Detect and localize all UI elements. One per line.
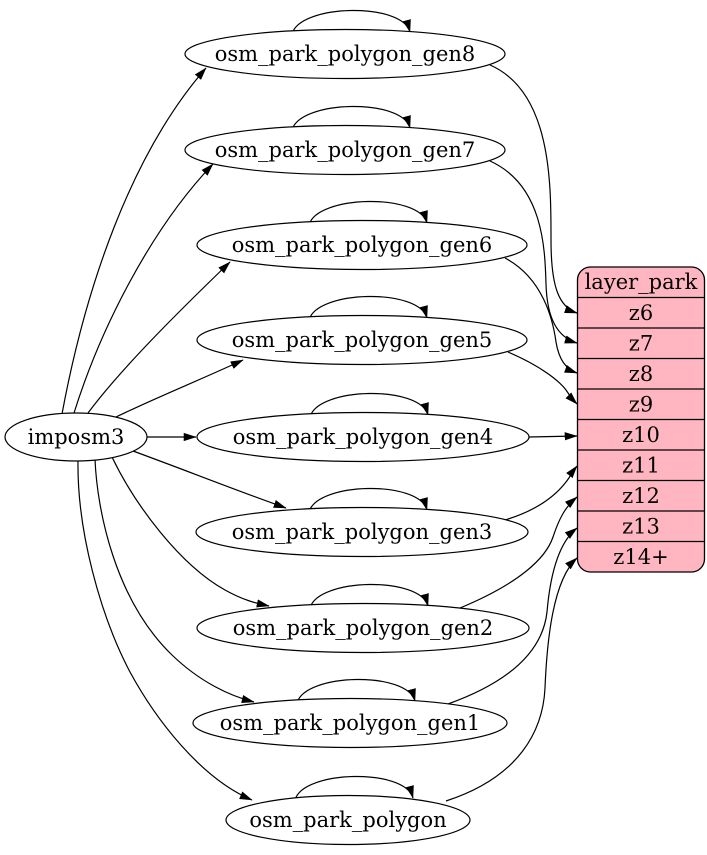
node-imposm3: imposm3 — [4, 412, 148, 462]
layer-park-row-z12: z12 — [622, 484, 660, 508]
gen8-ellipse — [184, 28, 506, 80]
layer-park-header: layer_park — [585, 270, 698, 294]
self-loop-osm-park-polygon-gen3 — [308, 487, 428, 513]
gen5-ellipse — [196, 314, 528, 366]
node-osm-park-polygon-gen4: osm_park_polygon_gen4 — [196, 411, 530, 463]
gen2-ellipse — [196, 602, 530, 654]
edge-imposm3-to-osm-park-polygon-gen8 — [61, 67, 207, 415]
edge-osm-park-polygon-gen6-to-z8 — [504, 257, 578, 374]
edge-osm-park-polygon-gen5-to-z9 — [507, 351, 578, 405]
gen1-label: osm_park_polygon_gen1 — [220, 711, 481, 735]
node-osm-park-polygon-gen7: osm_park_polygon_gen7 — [184, 124, 506, 176]
edge-imposm3-to-osm-park-polygon-gen7 — [73, 163, 214, 414]
node-osm-park-polygon: osm_park_polygon — [225, 794, 471, 846]
edge-osm-park-polygon-gen4-to-z10 — [528, 432, 578, 441]
edge-imposm3-to-osm-park-polygon-gen6 — [87, 261, 231, 414]
self-loop-osm-park-polygon-gen1 — [296, 678, 416, 704]
imposm3-ellipse — [4, 412, 148, 462]
layer-park-row-z14plus: z14+ — [613, 545, 668, 569]
gen6-ellipse — [196, 219, 528, 271]
edge-imposm3-to-osm-park-polygon — [77, 460, 253, 801]
layer-park-table: layer_park z6 z7 z8 z9 z10 z11 z12 z13 z… — [576, 266, 706, 573]
edge-imposm3-to-osm-park-polygon-gen2 — [111, 456, 270, 608]
node-osm-park-polygon-gen3: osm_park_polygon_gen3 — [195, 506, 529, 558]
gen4-label: osm_park_polygon_gen4 — [233, 425, 494, 449]
edges-from-source — [61, 67, 287, 801]
edge-osm-park-polygon-gen1-to-z13 — [447, 527, 578, 705]
edge-osm-park-polygon-gen8-to-z6 — [489, 64, 578, 314]
imposm3-label: imposm3 — [28, 425, 125, 449]
self-loop-osm-park-polygon-gen8 — [291, 9, 411, 35]
gen8-label: osm_park_polygon_gen8 — [215, 42, 476, 66]
edge-osm-park-polygon-to-z14plus — [445, 557, 578, 802]
gen4-ellipse — [196, 411, 530, 463]
gen3-ellipse — [195, 506, 529, 558]
osm-park-polygon-label: osm_park_polygon — [249, 808, 446, 832]
self-loop-osm-park-polygon-gen7 — [291, 105, 411, 131]
edge-imposm3-to-osm-park-polygon-gen1 — [94, 458, 255, 703]
edges-to-layer-table — [445, 64, 578, 802]
osm-park-polygon-ellipse — [225, 794, 471, 846]
layer-park-row-z6: z6 — [629, 301, 653, 325]
layer-park-row-z13: z13 — [622, 515, 660, 539]
layer-park-row-z10: z10 — [622, 423, 660, 447]
edge-osm-park-polygon-gen3-to-z11 — [504, 465, 578, 521]
edge-imposm3-to-osm-park-polygon-gen5 — [115, 359, 244, 418]
gen7-label: osm_park_polygon_gen7 — [215, 138, 476, 162]
self-loop-osm-park-polygon — [294, 775, 414, 801]
gen1-ellipse — [192, 697, 508, 749]
node-osm-park-polygon-gen2: osm_park_polygon_gen2 — [196, 602, 530, 654]
self-loop-osm-park-polygon-gen6 — [308, 200, 428, 226]
layer-park-row-z7: z7 — [629, 332, 653, 356]
self-loop-osm-park-polygon-gen2 — [309, 583, 429, 609]
gen3-label: osm_park_polygon_gen3 — [232, 520, 493, 544]
gen2-label: osm_park_polygon_gen2 — [233, 616, 494, 640]
edge-osm-park-polygon-gen2-to-z12 — [459, 496, 578, 609]
layer-park-row-z9: z9 — [629, 393, 653, 417]
node-osm-park-polygon-gen5: osm_park_polygon_gen5 — [196, 314, 528, 366]
gen6-label: osm_park_polygon_gen6 — [232, 233, 493, 257]
edge-osm-park-polygon-gen7-to-z7 — [489, 160, 578, 344]
node-osm-park-polygon-gen8: osm_park_polygon_gen8 — [184, 28, 506, 80]
layer-park-row-z8: z8 — [629, 362, 653, 386]
edge-imposm3-to-osm-park-polygon-gen3 — [132, 450, 287, 509]
gen5-label: osm_park_polygon_gen5 — [232, 328, 493, 352]
self-loop-edges — [291, 9, 429, 801]
gen7-ellipse — [184, 124, 506, 176]
node-osm-park-polygon-gen1: osm_park_polygon_gen1 — [192, 697, 508, 749]
self-loop-osm-park-polygon-gen4 — [309, 392, 429, 418]
layer-park-row-z11: z11 — [622, 454, 660, 478]
self-loop-osm-park-polygon-gen5 — [308, 295, 428, 321]
node-osm-park-polygon-gen6: osm_park_polygon_gen6 — [196, 219, 528, 271]
